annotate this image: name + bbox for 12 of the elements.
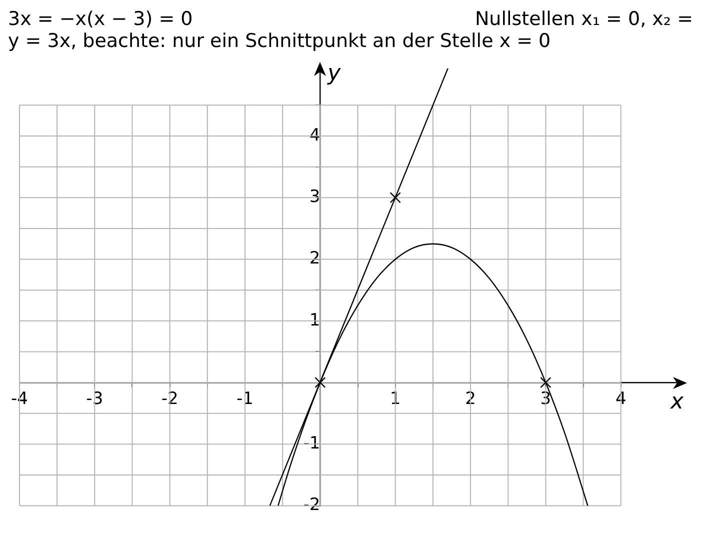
x-tick-label: -4 xyxy=(11,389,28,410)
text: y = 3x, beachte: nur ein Schnittpunkt an der Stelle x = 0 xyxy=(8,30,552,52)
text: Nullstellen x₁ = 0, x₂ = xyxy=(474,8,693,30)
y-axis-title: y xyxy=(326,60,342,86)
x-axis-title: x xyxy=(669,389,684,414)
y-tick-label: 2 xyxy=(309,248,320,269)
y-tick-label: 1 xyxy=(309,310,320,330)
x-tick-label: 4 xyxy=(615,389,626,410)
y-tick-label: 3 xyxy=(309,187,320,208)
x-tick-label: -2 xyxy=(161,389,178,410)
text: 3x = −x(x − 3) = 0 xyxy=(8,8,193,30)
x-tick-label: -3 xyxy=(86,389,104,410)
